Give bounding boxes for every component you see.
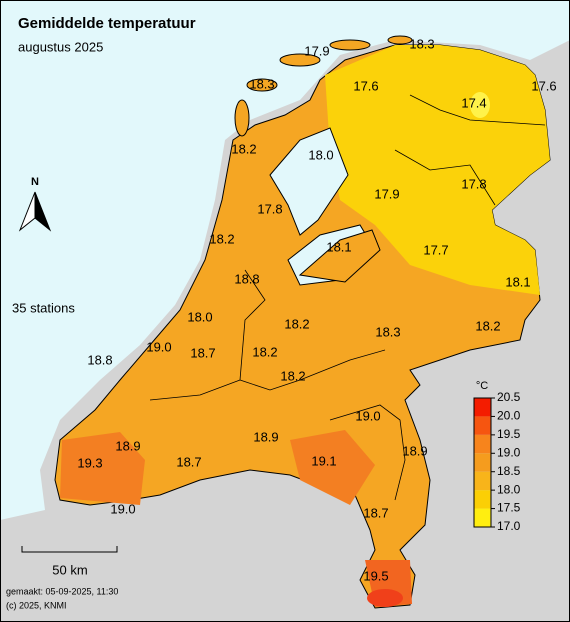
station-value: 17.7: [423, 242, 448, 257]
legend-border: [473, 397, 492, 528]
station-value: 17.9: [374, 186, 399, 201]
station-value: 19.0: [146, 339, 171, 354]
warm-zone-north: [325, 45, 550, 295]
legend-unit: °C: [476, 380, 488, 392]
hot-spot: [367, 589, 403, 607]
station-value: 18.9: [253, 429, 278, 444]
legend-swatch: [474, 416, 491, 435]
legend-tick-label: 17.0: [497, 519, 521, 533]
station-value: 19.1: [311, 453, 336, 468]
station-value: 19.5: [363, 568, 388, 583]
station-value: 18.9: [402, 443, 427, 458]
station-value: 18.9: [115, 438, 140, 453]
province-borders: [149, 94, 546, 501]
legend-swatch: [474, 434, 491, 454]
warm-zone-south: [290, 430, 375, 505]
legend-tick-label: 17.5: [497, 501, 521, 515]
station-value: 18.8: [234, 271, 259, 286]
north-arrow-right: [34, 191, 52, 232]
station-value: 18.3: [249, 76, 274, 91]
station-value: 17.8: [257, 201, 282, 216]
legend-swatch: [474, 490, 491, 509]
title: Gemiddelde temperatuur: [18, 15, 196, 32]
station-value: 18.1: [505, 274, 530, 289]
station-value: 19.0: [355, 408, 380, 423]
north-label: N: [31, 176, 39, 188]
legend-tick-label: 20.0: [497, 409, 521, 423]
station-value: 18.0: [308, 147, 333, 162]
cool-spot: [470, 92, 490, 118]
footer-line: (c) 2025, KNMI: [6, 600, 67, 610]
station-value: 18.0: [187, 309, 212, 324]
wadden-islands: [234, 35, 413, 137]
station-value: 18.7: [363, 505, 388, 520]
station-value: 18.2: [209, 231, 234, 246]
footer-line: gemaakt: 05-09-2025, 11:30: [6, 586, 118, 596]
legend-tick-label: 18.5: [497, 464, 521, 478]
station-value: 17.4: [461, 95, 486, 110]
station-value: 18.3: [409, 36, 434, 51]
flevoland: [298, 229, 381, 283]
scale-bar: [21, 546, 118, 553]
station-value: 18.2: [475, 318, 500, 333]
station-value: 17.8: [461, 176, 486, 191]
warm-zone-zeeland: [60, 432, 145, 505]
legend-tick-label: 20.5: [497, 390, 521, 404]
station-value: 18.2: [284, 316, 309, 331]
legend-swatch: [474, 453, 491, 472]
legend-tick-label: 18.0: [497, 482, 521, 496]
station-value: 18.2: [280, 368, 305, 383]
station-value: 18.7: [190, 345, 215, 360]
legend-swatch: [474, 471, 491, 491]
station-value: 17.6: [353, 78, 378, 93]
legend-swatch: [474, 508, 491, 527]
station-value: 18.1: [326, 239, 351, 254]
ijsselmeer: [269, 127, 349, 236]
station-value: 18.2: [252, 344, 277, 359]
station-value: 19.0: [110, 501, 135, 516]
station-value: 18.7: [176, 454, 201, 469]
subtitle: augustus 2025: [18, 39, 103, 54]
station-value: 17.6: [531, 78, 556, 93]
legend-tick-label: 19.0: [497, 445, 521, 459]
sea: [0, 0, 570, 520]
station-value: 19.3: [77, 455, 102, 470]
station-value: 18.8: [87, 352, 112, 367]
stations-note: 35 stations: [12, 300, 75, 315]
station-value: 17.9: [304, 43, 329, 58]
scale-label: 50 km: [52, 562, 87, 577]
station-value: 18.3: [375, 324, 400, 339]
station-value: 18.2: [231, 141, 256, 156]
legend-tick-label: 19.5: [497, 427, 521, 441]
legend-swatch: [474, 398, 491, 417]
